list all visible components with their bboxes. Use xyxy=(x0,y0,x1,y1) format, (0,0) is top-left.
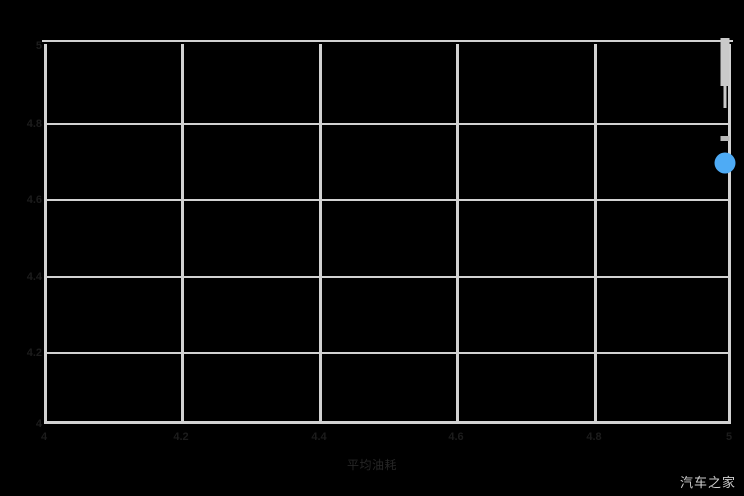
y-tick-label: 4.2 xyxy=(26,347,42,359)
x-tick-label: 4.2 xyxy=(173,431,189,443)
x-axis-title: 平均油耗 xyxy=(0,456,744,473)
data-series-layer xyxy=(44,38,736,423)
gridline-vertical xyxy=(728,44,731,423)
data-point-marker[interactable] xyxy=(714,152,736,174)
x-axis-tick-labels: 4 4.2 4.4 4.6 4.8 5 xyxy=(40,431,733,451)
gridline-horizontal xyxy=(44,199,731,201)
y-tick-label: 4.8 xyxy=(26,118,42,130)
x-tick-label: 4 xyxy=(40,431,48,443)
gridline-horizontal xyxy=(44,123,731,125)
y-tick-label: 4.6 xyxy=(26,194,42,206)
y-tick-label: 4.4 xyxy=(26,271,42,283)
y-tick-label: 5 xyxy=(35,40,42,52)
y-axis-line xyxy=(44,44,47,423)
gridline-vertical xyxy=(594,44,597,423)
plot-top-border xyxy=(42,40,733,42)
x-tick-label: 4.8 xyxy=(586,431,602,443)
data-point-stem xyxy=(723,38,727,108)
watermark-text: 汽车之家 xyxy=(679,476,736,491)
x-tick-label: 5 xyxy=(725,431,733,443)
x-axis-line xyxy=(44,421,731,424)
x-tick-label: 4.4 xyxy=(311,431,327,443)
x-axis-title-text: 平均油耗 xyxy=(346,458,397,472)
gridline-vertical xyxy=(181,44,184,423)
gridline-vertical xyxy=(456,44,459,423)
y-axis-tick-labels: 5 4.8 4.6 4.4 4.2 4 xyxy=(4,0,42,496)
gridline-horizontal xyxy=(44,352,731,354)
y-tick-label: 4 xyxy=(35,418,42,430)
x-tick-label: 4.6 xyxy=(448,431,464,443)
gridline-vertical xyxy=(319,44,322,423)
plot-area xyxy=(42,38,736,424)
watermark-logo: 汽车之家 xyxy=(680,472,736,491)
gridline-horizontal xyxy=(44,276,731,278)
